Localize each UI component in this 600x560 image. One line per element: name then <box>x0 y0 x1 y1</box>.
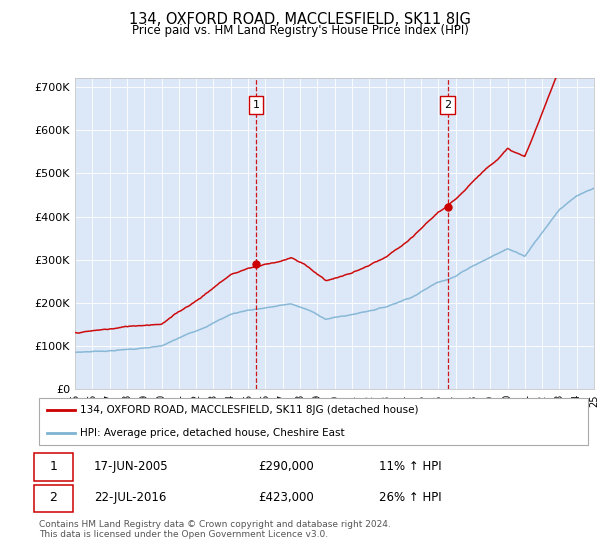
Text: £290,000: £290,000 <box>259 460 314 473</box>
Text: 22-JUL-2016: 22-JUL-2016 <box>94 491 166 505</box>
Text: 26% ↑ HPI: 26% ↑ HPI <box>379 491 442 505</box>
Text: Contains HM Land Registry data © Crown copyright and database right 2024.
This d: Contains HM Land Registry data © Crown c… <box>39 520 391 539</box>
Text: 2: 2 <box>49 491 57 505</box>
Text: 134, OXFORD ROAD, MACCLESFIELD, SK11 8JG: 134, OXFORD ROAD, MACCLESFIELD, SK11 8JG <box>129 12 471 27</box>
Text: 17-JUN-2005: 17-JUN-2005 <box>94 460 169 473</box>
Text: 1: 1 <box>49 460 57 473</box>
Text: £423,000: £423,000 <box>259 491 314 505</box>
Text: Price paid vs. HM Land Registry's House Price Index (HPI): Price paid vs. HM Land Registry's House … <box>131 24 469 37</box>
FancyBboxPatch shape <box>39 398 588 445</box>
Text: 11% ↑ HPI: 11% ↑ HPI <box>379 460 442 473</box>
FancyBboxPatch shape <box>34 484 73 512</box>
Text: 2: 2 <box>444 100 451 110</box>
Text: HPI: Average price, detached house, Cheshire East: HPI: Average price, detached house, Ches… <box>80 428 345 438</box>
Text: 134, OXFORD ROAD, MACCLESFIELD, SK11 8JG (detached house): 134, OXFORD ROAD, MACCLESFIELD, SK11 8JG… <box>80 405 419 415</box>
Text: 1: 1 <box>253 100 259 110</box>
FancyBboxPatch shape <box>34 453 73 481</box>
